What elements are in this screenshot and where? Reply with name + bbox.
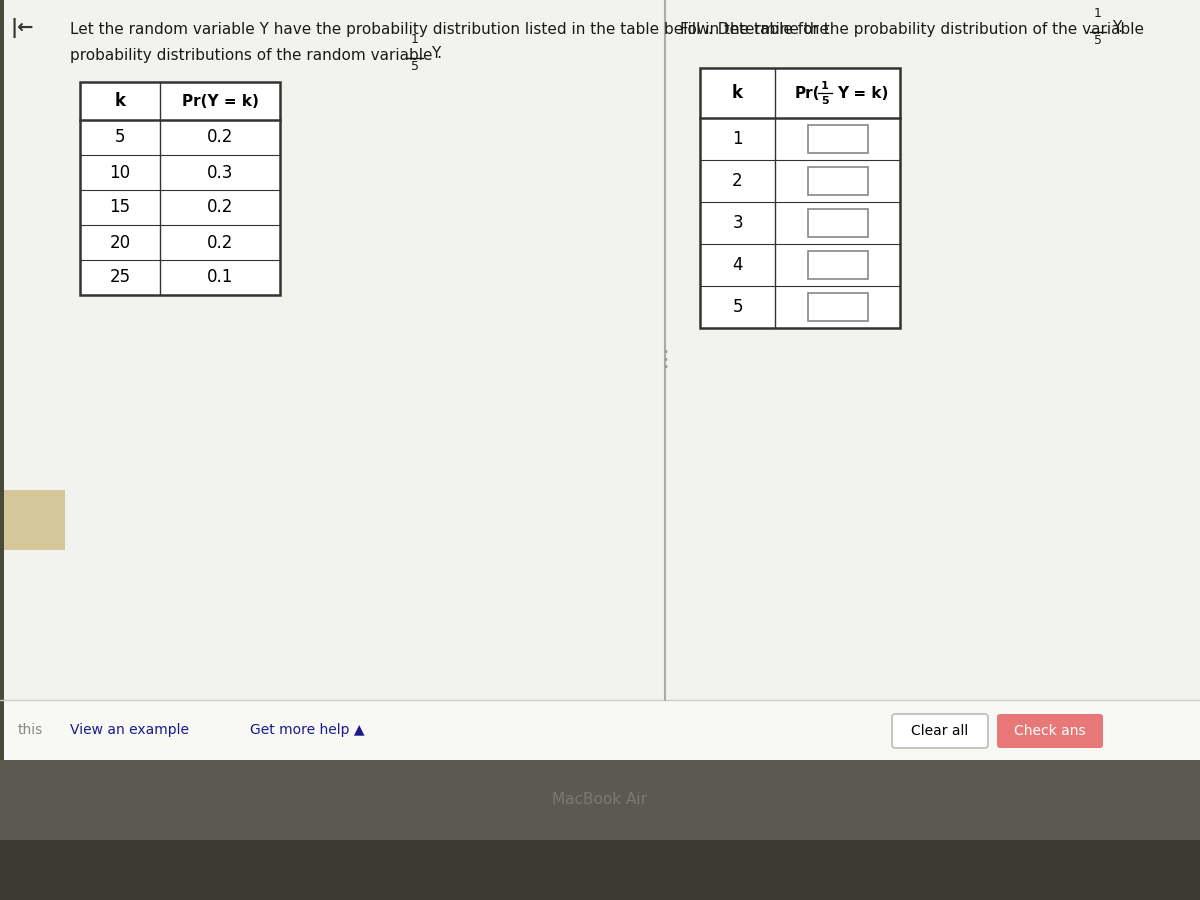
Bar xyxy=(0,700,1200,760)
Text: MacBook Air: MacBook Air xyxy=(552,793,648,807)
Text: k: k xyxy=(732,84,743,102)
Bar xyxy=(0,0,4,760)
Text: 25: 25 xyxy=(109,268,131,286)
Text: View an example: View an example xyxy=(70,723,190,737)
Bar xyxy=(0,840,1200,900)
Text: 0.3: 0.3 xyxy=(206,164,233,182)
Text: Fill in the table for the probability distribution of the variable: Fill in the table for the probability di… xyxy=(680,22,1153,37)
Bar xyxy=(80,82,280,295)
Bar xyxy=(808,125,868,153)
Text: Clear all: Clear all xyxy=(911,724,968,738)
Bar xyxy=(808,293,868,321)
Text: ⋮: ⋮ xyxy=(654,350,676,370)
Text: 1: 1 xyxy=(1094,7,1102,20)
Bar xyxy=(808,209,868,237)
Text: 20: 20 xyxy=(109,233,131,251)
Text: 2: 2 xyxy=(732,172,743,190)
Text: k: k xyxy=(114,92,126,110)
Text: 10: 10 xyxy=(109,164,131,182)
Text: 5: 5 xyxy=(1094,34,1102,47)
Bar xyxy=(700,68,900,328)
Text: 1: 1 xyxy=(732,130,743,148)
Text: Pr(: Pr( xyxy=(796,86,821,101)
Text: 0.2: 0.2 xyxy=(206,199,233,217)
Text: 15: 15 xyxy=(109,199,131,217)
FancyBboxPatch shape xyxy=(892,714,988,748)
Text: 1: 1 xyxy=(412,33,419,46)
Text: 4: 4 xyxy=(732,256,743,274)
FancyBboxPatch shape xyxy=(997,714,1103,748)
Text: 5: 5 xyxy=(732,298,743,316)
Text: Get more help ▲: Get more help ▲ xyxy=(250,723,365,737)
Bar xyxy=(808,167,868,195)
Text: 3: 3 xyxy=(732,214,743,232)
Text: 5: 5 xyxy=(821,96,829,106)
Text: 5: 5 xyxy=(115,129,125,147)
Text: Let the random variable Y have the probability distribution listed in the table : Let the random variable Y have the proba… xyxy=(70,22,829,37)
Text: 0.2: 0.2 xyxy=(206,233,233,251)
Text: Y = k): Y = k) xyxy=(838,86,888,101)
Text: Pr(Y = k): Pr(Y = k) xyxy=(181,94,258,109)
Text: 5: 5 xyxy=(410,60,419,73)
Text: Check ans: Check ans xyxy=(1014,724,1086,738)
Bar xyxy=(0,760,1200,860)
Text: Y.: Y. xyxy=(431,46,442,60)
Text: this: this xyxy=(18,723,43,737)
Bar xyxy=(0,490,65,550)
Text: Y.: Y. xyxy=(1112,20,1123,34)
Text: |←: |← xyxy=(11,18,34,38)
Bar xyxy=(808,251,868,279)
Text: 1: 1 xyxy=(821,81,829,91)
Text: 0.1: 0.1 xyxy=(206,268,233,286)
Text: 0.2: 0.2 xyxy=(206,129,233,147)
Bar xyxy=(0,0,1200,760)
Text: probability distributions of the random variable: probability distributions of the random … xyxy=(70,48,443,63)
